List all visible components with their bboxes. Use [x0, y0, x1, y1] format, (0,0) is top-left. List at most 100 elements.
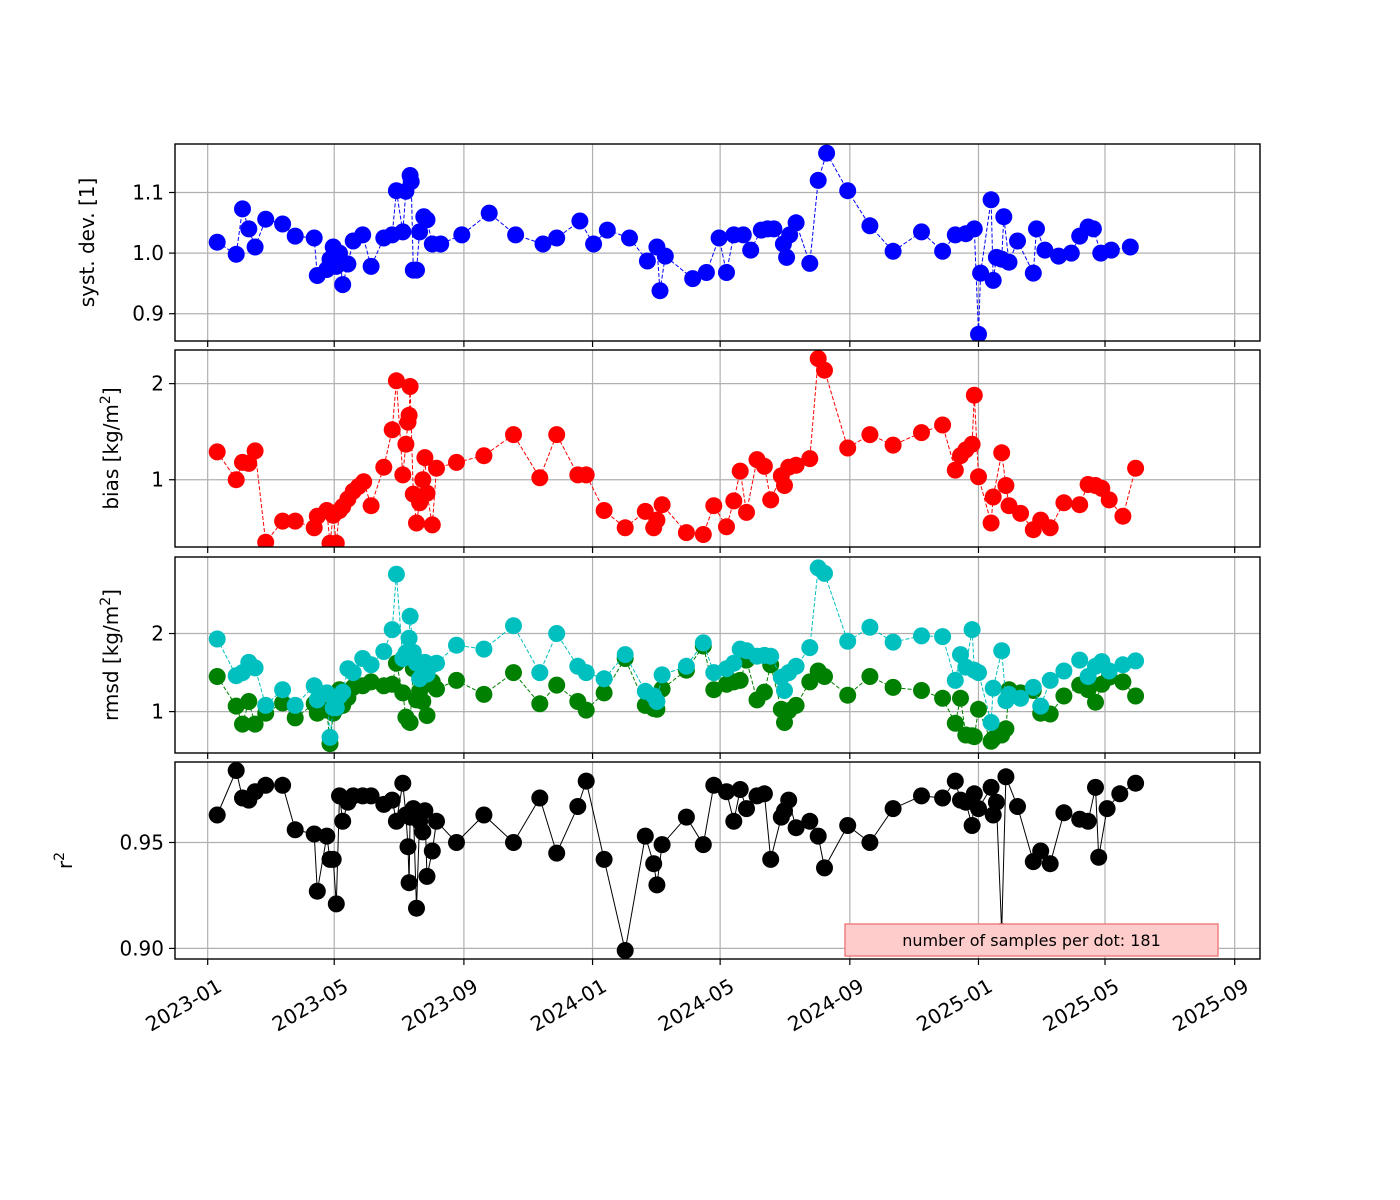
- data-point: [946, 671, 964, 689]
- data-point: [475, 685, 493, 703]
- data-point: [418, 484, 436, 502]
- data-point: [982, 714, 1000, 731]
- data-point: [246, 715, 264, 733]
- data-point: [305, 677, 323, 695]
- data-point: [934, 789, 952, 807]
- data-point: [1084, 220, 1102, 238]
- data-point: [648, 693, 666, 710]
- data-point: [1032, 842, 1050, 860]
- data-point: [246, 238, 264, 256]
- data-point: [1028, 220, 1045, 238]
- data-point: [274, 512, 292, 530]
- x-tick-label: 2025-01: [912, 974, 996, 1037]
- data-point: [801, 450, 819, 468]
- data-point: [970, 800, 987, 818]
- data-point: [414, 823, 432, 841]
- data-point: [423, 516, 441, 534]
- data-point: [240, 693, 258, 710]
- data-point: [355, 473, 373, 491]
- data-point: [616, 942, 634, 959]
- x-tick-label: 2024-01: [526, 974, 610, 1037]
- data-point: [428, 680, 445, 698]
- data-point: [694, 836, 712, 854]
- data-point: [257, 533, 275, 547]
- data-point: [946, 772, 964, 790]
- data-point: [595, 850, 613, 868]
- y-tick-label: 2: [151, 622, 164, 646]
- data-point: [705, 776, 723, 794]
- data-point: [505, 617, 522, 635]
- data-point: [274, 694, 292, 712]
- data-point: [970, 664, 987, 682]
- data-point: [432, 235, 450, 253]
- data-point: [987, 793, 1005, 811]
- data-point: [801, 639, 819, 657]
- data-point: [318, 684, 336, 702]
- data-point: [801, 812, 819, 830]
- data-point: [1055, 494, 1073, 512]
- data-point: [816, 564, 833, 582]
- data-point: [645, 855, 663, 873]
- data-point: [375, 458, 393, 476]
- data-point: [257, 696, 275, 714]
- data-point: [934, 242, 952, 260]
- data-point: [684, 270, 702, 288]
- data-point: [227, 245, 245, 263]
- data-point: [816, 361, 833, 379]
- data-point: [1121, 238, 1139, 256]
- data-point: [227, 762, 245, 779]
- data-point: [1127, 652, 1145, 670]
- data-point: [970, 325, 987, 341]
- x-tick-label: 2023-09: [398, 974, 482, 1037]
- data-point: [762, 850, 780, 868]
- data-point: [776, 477, 793, 494]
- data-point: [531, 695, 549, 713]
- data-point: [408, 899, 425, 917]
- data-point: [344, 664, 362, 682]
- data-point: [475, 447, 493, 465]
- data-point: [505, 426, 522, 444]
- data-point: [653, 666, 671, 684]
- data-point: [383, 791, 401, 809]
- data-point: [339, 255, 357, 273]
- data-point: [816, 668, 833, 685]
- data-point: [705, 497, 723, 515]
- data-point: [946, 714, 964, 732]
- data-point: [548, 676, 566, 694]
- data-point: [651, 282, 669, 300]
- data-point: [595, 670, 613, 688]
- data-point: [861, 618, 879, 636]
- data-point: [246, 442, 264, 460]
- data-point: [1098, 800, 1116, 818]
- data-point: [861, 668, 879, 685]
- data-point: [418, 211, 436, 229]
- data-point: [234, 200, 251, 218]
- data-point: [286, 512, 304, 530]
- data-point: [718, 518, 735, 536]
- data-point: [710, 229, 728, 247]
- data-point: [318, 827, 336, 845]
- data-point: [208, 233, 226, 251]
- data-point: [1000, 253, 1018, 271]
- axes-frame: [174, 556, 1261, 754]
- data-point: [718, 783, 735, 801]
- data-point: [383, 421, 401, 439]
- data-point: [1071, 496, 1089, 514]
- data-point: [208, 630, 226, 648]
- data-point: [982, 191, 1000, 209]
- data-point: [286, 227, 304, 245]
- data-point: [913, 787, 930, 805]
- data-point: [965, 728, 983, 746]
- data-point: [648, 511, 666, 529]
- y-axis-label: syst. dev. [1]: [75, 178, 99, 308]
- data-point: [952, 689, 969, 707]
- data-point: [755, 785, 773, 803]
- y-tick-label: 2: [151, 372, 164, 396]
- data-point: [839, 632, 857, 650]
- data-point: [414, 693, 432, 710]
- data-point: [1009, 232, 1026, 250]
- data-point: [1055, 687, 1073, 705]
- data-point: [531, 664, 549, 682]
- data-point: [884, 436, 902, 454]
- data-point: [809, 827, 827, 845]
